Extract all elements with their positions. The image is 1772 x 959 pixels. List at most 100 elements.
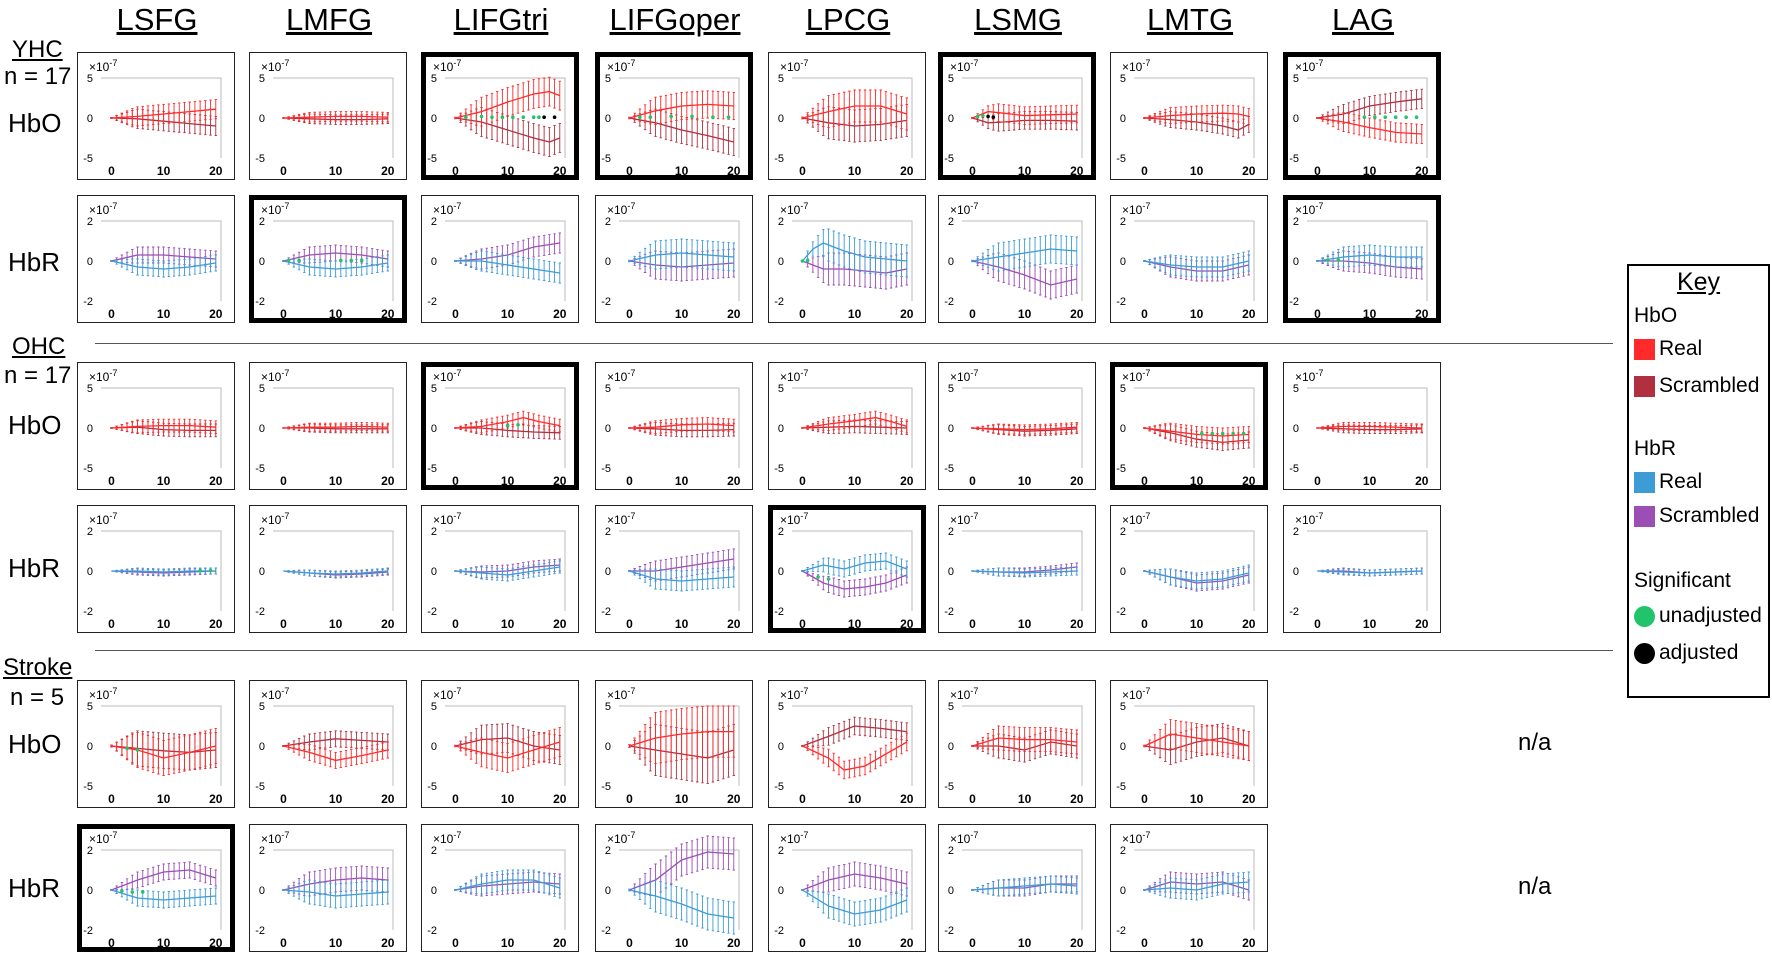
y-tick-label: -5	[774, 781, 784, 793]
panel-plot: 20-20 10 20×10-7	[255, 511, 395, 631]
series-line-real	[1317, 570, 1422, 574]
y-tick-label: -2	[83, 606, 93, 618]
na-label-stroke-hbr-lag: n/a	[1518, 873, 1552, 900]
panel-plot: 20-20 10 20×10-7	[601, 830, 741, 950]
series-line-real	[111, 108, 216, 119]
x-tick-label: 20	[209, 936, 223, 947]
series-line-scrambled	[111, 869, 216, 891]
y-scale-label: ×10-7	[89, 830, 117, 846]
series-line-real	[1144, 427, 1249, 437]
x-tick-label: 10	[329, 307, 343, 318]
x-tick-label: 0	[799, 617, 806, 628]
x-tick-label: 20	[900, 936, 914, 950]
series-real	[801, 552, 908, 578]
x-tick-label: 20	[1242, 792, 1256, 806]
y-scale-label: ×10-7	[261, 201, 289, 217]
plot-frame	[1134, 220, 1255, 301]
y-tick-label: 2	[87, 845, 93, 857]
x-tick-label: 20	[1242, 617, 1256, 631]
series-line-real	[455, 879, 560, 891]
legend-hbr-scrambled-label: Scrambled	[1659, 504, 1760, 527]
panel-yhc-hbo-lag: 5 0 -5 0 10 20 ×10-7	[1283, 52, 1441, 180]
y-tick-label: 5	[1293, 73, 1299, 85]
series-real	[282, 254, 389, 278]
y-scale-label: ×10-7	[950, 511, 978, 527]
y-tick-label: 0	[948, 741, 954, 753]
y-scale-label: ×10-7	[89, 201, 117, 217]
plot-frame	[445, 387, 566, 468]
x-tick-label: 10	[848, 936, 862, 950]
plot-frame	[962, 705, 1083, 786]
sig-marker-unadjusted	[297, 258, 301, 263]
x-tick-label: 10	[1190, 164, 1204, 178]
y-tick-label: 2	[259, 526, 265, 538]
sig-marker-unadjusted	[500, 115, 505, 119]
y-tick-label: -5	[427, 781, 437, 793]
x-tick-label: 10	[675, 936, 689, 950]
panel-stroke-hbr-lifgtri: 2 0 -2 0 10 20 ×10-7	[421, 824, 579, 952]
y-scale-label: ×10-7	[780, 686, 808, 702]
series-line-real	[455, 416, 560, 429]
legend-hbo-scrambled-swatch	[1634, 376, 1655, 397]
x-tick-label: 10	[848, 617, 862, 628]
x-tick-label: 10	[157, 936, 171, 947]
series-scrambled	[628, 835, 735, 897]
y-tick-label: -2	[427, 606, 437, 618]
legend-adjusted-label: adjusted	[1659, 641, 1739, 664]
y-scale-label: ×10-7	[1122, 511, 1150, 527]
x-tick-label: 20	[553, 307, 567, 321]
x-tick-label: 0	[969, 617, 976, 631]
panel-plot: 5 0 -5 0 10 20 ×10-7	[774, 368, 914, 488]
series-line-scrambled	[802, 117, 907, 127]
series-real	[971, 421, 1078, 435]
x-tick-label: 20	[727, 936, 741, 950]
y-scale-label: ×10-7	[1295, 201, 1323, 217]
row-label-ohc-hbo: HbO	[8, 410, 62, 440]
plot-frame	[619, 849, 740, 930]
panel-plot: 5 0 -5 0 10 20 ×10-7	[255, 58, 395, 178]
x-tick-label: 10	[157, 474, 171, 488]
y-tick-label: 5	[431, 701, 437, 713]
plot-frame	[792, 220, 913, 301]
x-tick-label: 10	[1018, 617, 1032, 631]
x-tick-label: 10	[675, 617, 689, 631]
legend-adjusted-dot	[1634, 643, 1655, 664]
panel-ohc-hbr-lsmg: 2 0 -2 0 10 20 ×10-7	[938, 505, 1096, 633]
panel-stroke-hbr-lifgoper: 2 0 -2 0 10 20 ×10-7	[595, 824, 753, 952]
panel-plot: 20-20 10 20×10-7	[601, 511, 741, 631]
x-tick-label: 0	[626, 164, 633, 175]
series-real	[1143, 871, 1250, 901]
y-tick-label: 2	[605, 845, 611, 857]
series-real	[110, 887, 217, 909]
panel-plot: 20-20 10 20×10-7	[1289, 511, 1429, 631]
y-tick-label: 2	[1120, 845, 1126, 857]
y-tick-label: -5	[1289, 463, 1299, 475]
y-scale-label: ×10-7	[261, 511, 289, 527]
y-scale-label: ×10-7	[607, 58, 635, 74]
sig-marker-unadjusted	[208, 568, 213, 573]
series-real	[282, 111, 389, 123]
series-line-real	[972, 426, 1077, 431]
y-tick-label: -5	[944, 781, 954, 793]
y-tick-label: 0	[1293, 566, 1299, 578]
series-real	[110, 418, 217, 435]
series-line-real	[629, 889, 734, 919]
sig-marker-unadjusted	[816, 575, 820, 579]
y-tick-label: -2	[427, 296, 437, 308]
x-tick-label: 0	[969, 474, 976, 488]
series-line-real	[629, 423, 734, 429]
y-tick-label: 0	[605, 885, 611, 897]
panel-plot: 20-20 10 20×10-7	[427, 511, 567, 631]
plot-frame	[619, 77, 740, 158]
series-line-scrambled	[111, 254, 216, 262]
sig-marker-unadjusted	[805, 258, 810, 263]
x-tick-label: 10	[329, 792, 343, 806]
x-tick-label: 20	[381, 617, 395, 631]
plot-frame	[273, 387, 394, 468]
y-tick-label: -5	[944, 153, 954, 165]
y-tick-label: 0	[87, 423, 93, 435]
group-label-stroke: Stroke	[3, 654, 73, 681]
series-line-real	[972, 737, 1077, 747]
series-real	[110, 254, 217, 278]
panel-yhc-hbo-lifgoper: 5 0 -5 0 10 20 ×10-7	[595, 52, 753, 180]
